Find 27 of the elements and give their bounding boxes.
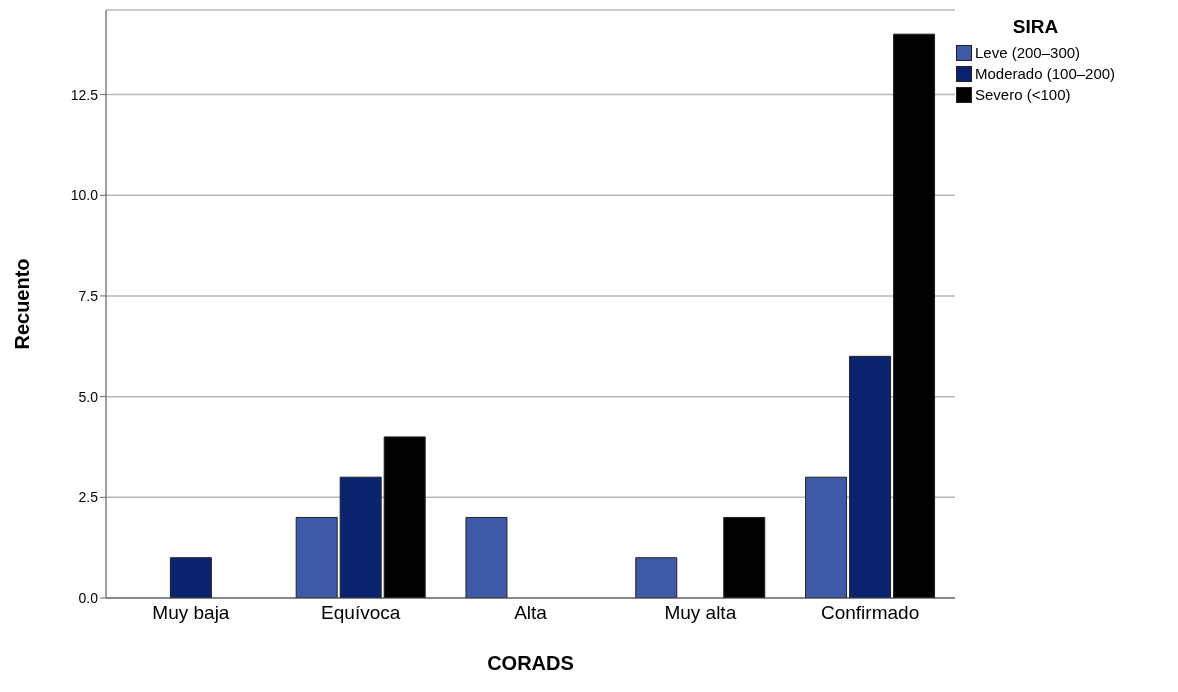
bar (339, 476, 382, 598)
bar (893, 33, 936, 598)
x-tick-label: Equívoca (321, 602, 401, 624)
legend-title: SIRA (1011, 16, 1060, 38)
y-tick-label: 12.5 (70, 86, 99, 103)
bar (635, 557, 678, 598)
bar (295, 516, 338, 598)
y-tick-label: 2.5 (78, 489, 99, 506)
legend-label: Severo (<100) (975, 85, 1071, 105)
bar (723, 516, 766, 598)
bar (805, 476, 848, 598)
x-tick-label: Alta (514, 602, 548, 624)
bar (465, 516, 508, 598)
y-tick-label: 5.0 (78, 388, 99, 405)
x-tick-label: Confirmado (820, 602, 920, 624)
x-axis-title: CORADS (487, 652, 574, 674)
bar (849, 355, 892, 598)
bar (383, 436, 426, 598)
x-tick-label: Muy baja (152, 602, 230, 624)
y-tick-label: 10.0 (70, 187, 99, 204)
x-tick-label: Muy alta (664, 602, 737, 624)
y-tick-label: 0.0 (78, 589, 99, 606)
legend-label: Moderado (100–200) (975, 64, 1116, 84)
bar (169, 557, 212, 598)
y-tick-label: 7.5 (78, 287, 99, 304)
legend-label: Leve (200–300) (975, 43, 1081, 63)
y-axis-title: Recuento (11, 258, 34, 350)
